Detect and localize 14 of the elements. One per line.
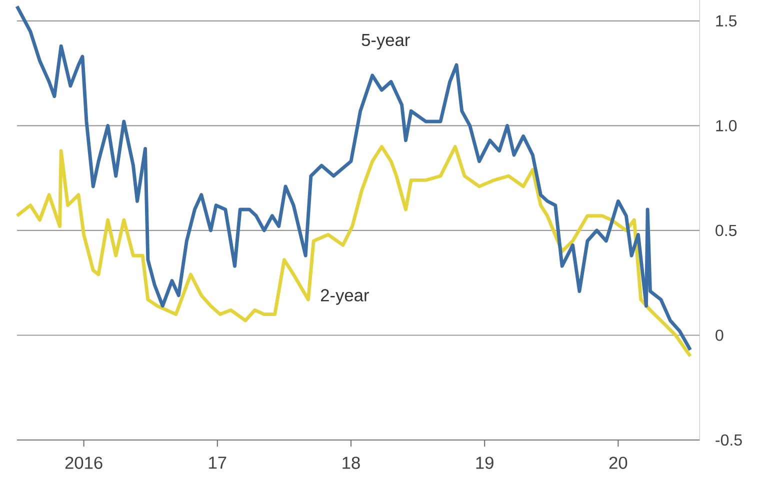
x-tick-label: 19	[476, 456, 494, 469]
y-tick-label: 0.5	[716, 224, 737, 236]
y-tick-label: 1.0	[716, 120, 737, 132]
line-series	[15, 4, 692, 352]
y-tick-label: 1.5	[716, 15, 737, 27]
x-tick-label: 20	[609, 456, 628, 469]
x-tick-label: 17	[209, 456, 226, 469]
y-tick-label: -0.5	[716, 434, 742, 446]
y-tick-label: 0	[716, 330, 724, 341]
x-tick-label: 2016	[65, 456, 102, 469]
line-series	[15, 144, 692, 358]
series-label: 5-year	[362, 34, 410, 50]
series-label: 2-year	[320, 289, 369, 305]
x-tick-label: 18	[342, 456, 360, 469]
